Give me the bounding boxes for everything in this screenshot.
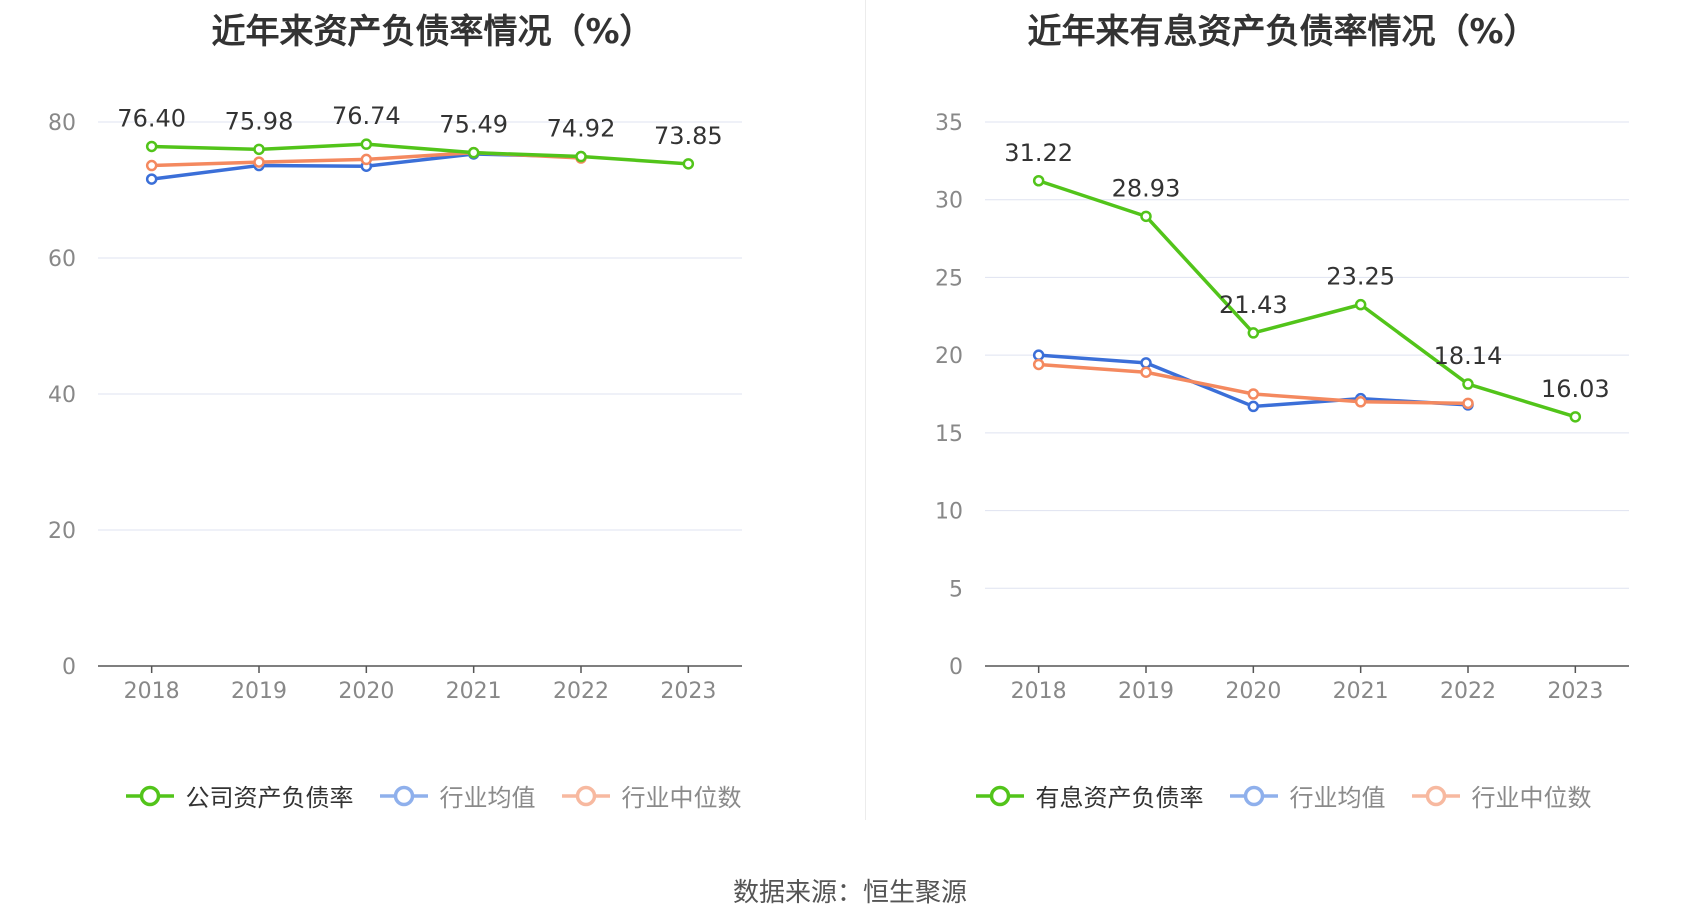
x-tick-label: 2020	[1225, 679, 1281, 704]
legend-item[interactable]: 行业均值	[378, 778, 536, 813]
y-tick-label: 80	[48, 111, 76, 136]
data-label: 76.74	[332, 102, 401, 130]
x-tick-label: 2022	[1440, 679, 1496, 704]
legend-label: 行业均值	[439, 784, 536, 812]
legend-swatch-icon	[975, 785, 1024, 806]
data-point	[1140, 210, 1152, 223]
data-point	[1247, 400, 1260, 413]
x-tick-label: 2019	[231, 679, 287, 704]
legend-label: 行业均值	[1289, 784, 1386, 812]
legend-swatch-marker	[1425, 785, 1446, 806]
legend-swatch-icon	[1411, 785, 1460, 806]
data-point	[1462, 378, 1474, 390]
data-point	[145, 159, 158, 172]
legend-label: 公司资产负债率	[185, 784, 354, 812]
x-tick-label: 2018	[124, 679, 180, 704]
data-point	[1032, 349, 1045, 361]
y-tick-label: 20	[48, 519, 76, 544]
data-label: 74.92	[547, 115, 616, 143]
y-tick-label: 35	[935, 111, 963, 136]
data-label: 76.40	[117, 104, 186, 132]
data-point	[682, 158, 695, 170]
data-point	[253, 156, 265, 168]
x-tick-label: 2022	[553, 679, 609, 704]
data-point	[1032, 175, 1045, 187]
x-tick-label: 2023	[1547, 679, 1603, 704]
data-point	[1140, 366, 1152, 378]
legend-label: 行业中位数	[1471, 784, 1592, 812]
y-tick-label: 20	[935, 344, 963, 369]
legend-item[interactable]: 行业中位数	[560, 778, 742, 813]
data-point	[1247, 327, 1260, 339]
x-tick-label: 2020	[338, 679, 394, 704]
data-point	[145, 140, 158, 153]
y-tick-label: 0	[949, 655, 963, 680]
legend-swatch-marker	[989, 785, 1010, 806]
legend-item[interactable]: 行业均值	[1228, 778, 1386, 813]
legend-swatch-icon	[379, 785, 428, 806]
x-tick-label: 2018	[1011, 679, 1067, 704]
data-point	[575, 150, 587, 163]
data-point	[1462, 397, 1474, 410]
data-point	[253, 143, 265, 156]
data-label: 73.85	[654, 122, 723, 150]
legend-item[interactable]: 有息资产负债率	[974, 778, 1204, 813]
source-note: 数据来源：恒生聚源	[732, 878, 967, 908]
series-line	[151, 142, 689, 166]
data-point	[360, 153, 373, 166]
chart-legend: 公司资产负债率 行业均值 行业中位数	[0, 778, 865, 813]
y-tick-label: 5	[949, 577, 963, 602]
y-tick-label: 60	[48, 247, 76, 272]
chart-title: 近年来资产负债率情况（%）	[211, 12, 654, 52]
legend-swatch-marker	[1243, 785, 1264, 806]
legend-item[interactable]: 行业中位数	[1410, 778, 1592, 813]
x-tick-label: 2021	[446, 679, 502, 704]
data-point	[1032, 358, 1045, 371]
x-tick-label: 2019	[1118, 679, 1174, 704]
y-tick-label: 40	[48, 383, 76, 408]
data-label: 75.49	[439, 111, 508, 139]
legend-swatch-marker	[139, 785, 160, 806]
chart-legend: 有息资产负债率 行业均值 行业中位数	[865, 778, 1700, 813]
chart-plot-area: 0 5 10 15 20 25 30 35 2018 2019 2020 2021 2022 2023 31…	[935, 111, 1629, 704]
left-chart-panel: 近年来资产负债率情况（%） 0 20 40 60 80 2018 2019 2020 2021 2…	[0, 0, 865, 820]
y-tick-label: 30	[935, 189, 963, 214]
legend-swatch-icon	[1229, 785, 1278, 806]
y-tick-label: 25	[935, 266, 963, 291]
chart-plot-area: 0 20 40 60 80 2018 2019 2020 2021 2022 2023 76.40 75…	[48, 102, 742, 704]
data-label: 75.98	[225, 107, 294, 135]
x-tick-label: 2021	[1333, 679, 1389, 704]
data-label: 31.22	[1004, 139, 1073, 167]
legend-label: 有息资产负债率	[1035, 784, 1204, 812]
data-label: 21.43	[1219, 291, 1288, 319]
y-tick-label: 15	[935, 422, 963, 447]
data-point	[145, 173, 158, 185]
legend-swatch-marker	[575, 785, 596, 806]
legend-label: 行业中位数	[621, 784, 742, 812]
data-point	[1354, 298, 1367, 311]
right-chart-panel: 近年来有息资产负债率情况（%） 0 5 10 15 20 25 30 35 2018 2019 20…	[865, 0, 1700, 820]
data-point	[1140, 357, 1152, 369]
y-tick-label: 0	[62, 655, 76, 680]
chart-title: 近年来有息资产负债率情况（%）	[1027, 12, 1538, 52]
y-tick-label: 10	[935, 500, 963, 525]
data-point	[360, 138, 373, 150]
data-label: 18.14	[1434, 342, 1503, 370]
legend-swatch-marker	[393, 785, 414, 806]
legend-item[interactable]: 公司资产负债率	[124, 778, 354, 813]
data-label: 16.03	[1541, 375, 1610, 403]
data-label: 28.93	[1112, 174, 1181, 202]
data-point	[1354, 396, 1367, 408]
data-point	[1247, 388, 1260, 400]
data-point	[467, 146, 480, 159]
series-line	[1038, 179, 1576, 419]
legend-swatch-icon	[561, 785, 610, 806]
panel-divider	[865, 0, 866, 820]
x-tick-label: 2023	[660, 679, 716, 704]
legend-swatch-icon	[125, 785, 174, 806]
data-point	[1569, 411, 1582, 423]
data-label: 23.25	[1326, 263, 1395, 291]
